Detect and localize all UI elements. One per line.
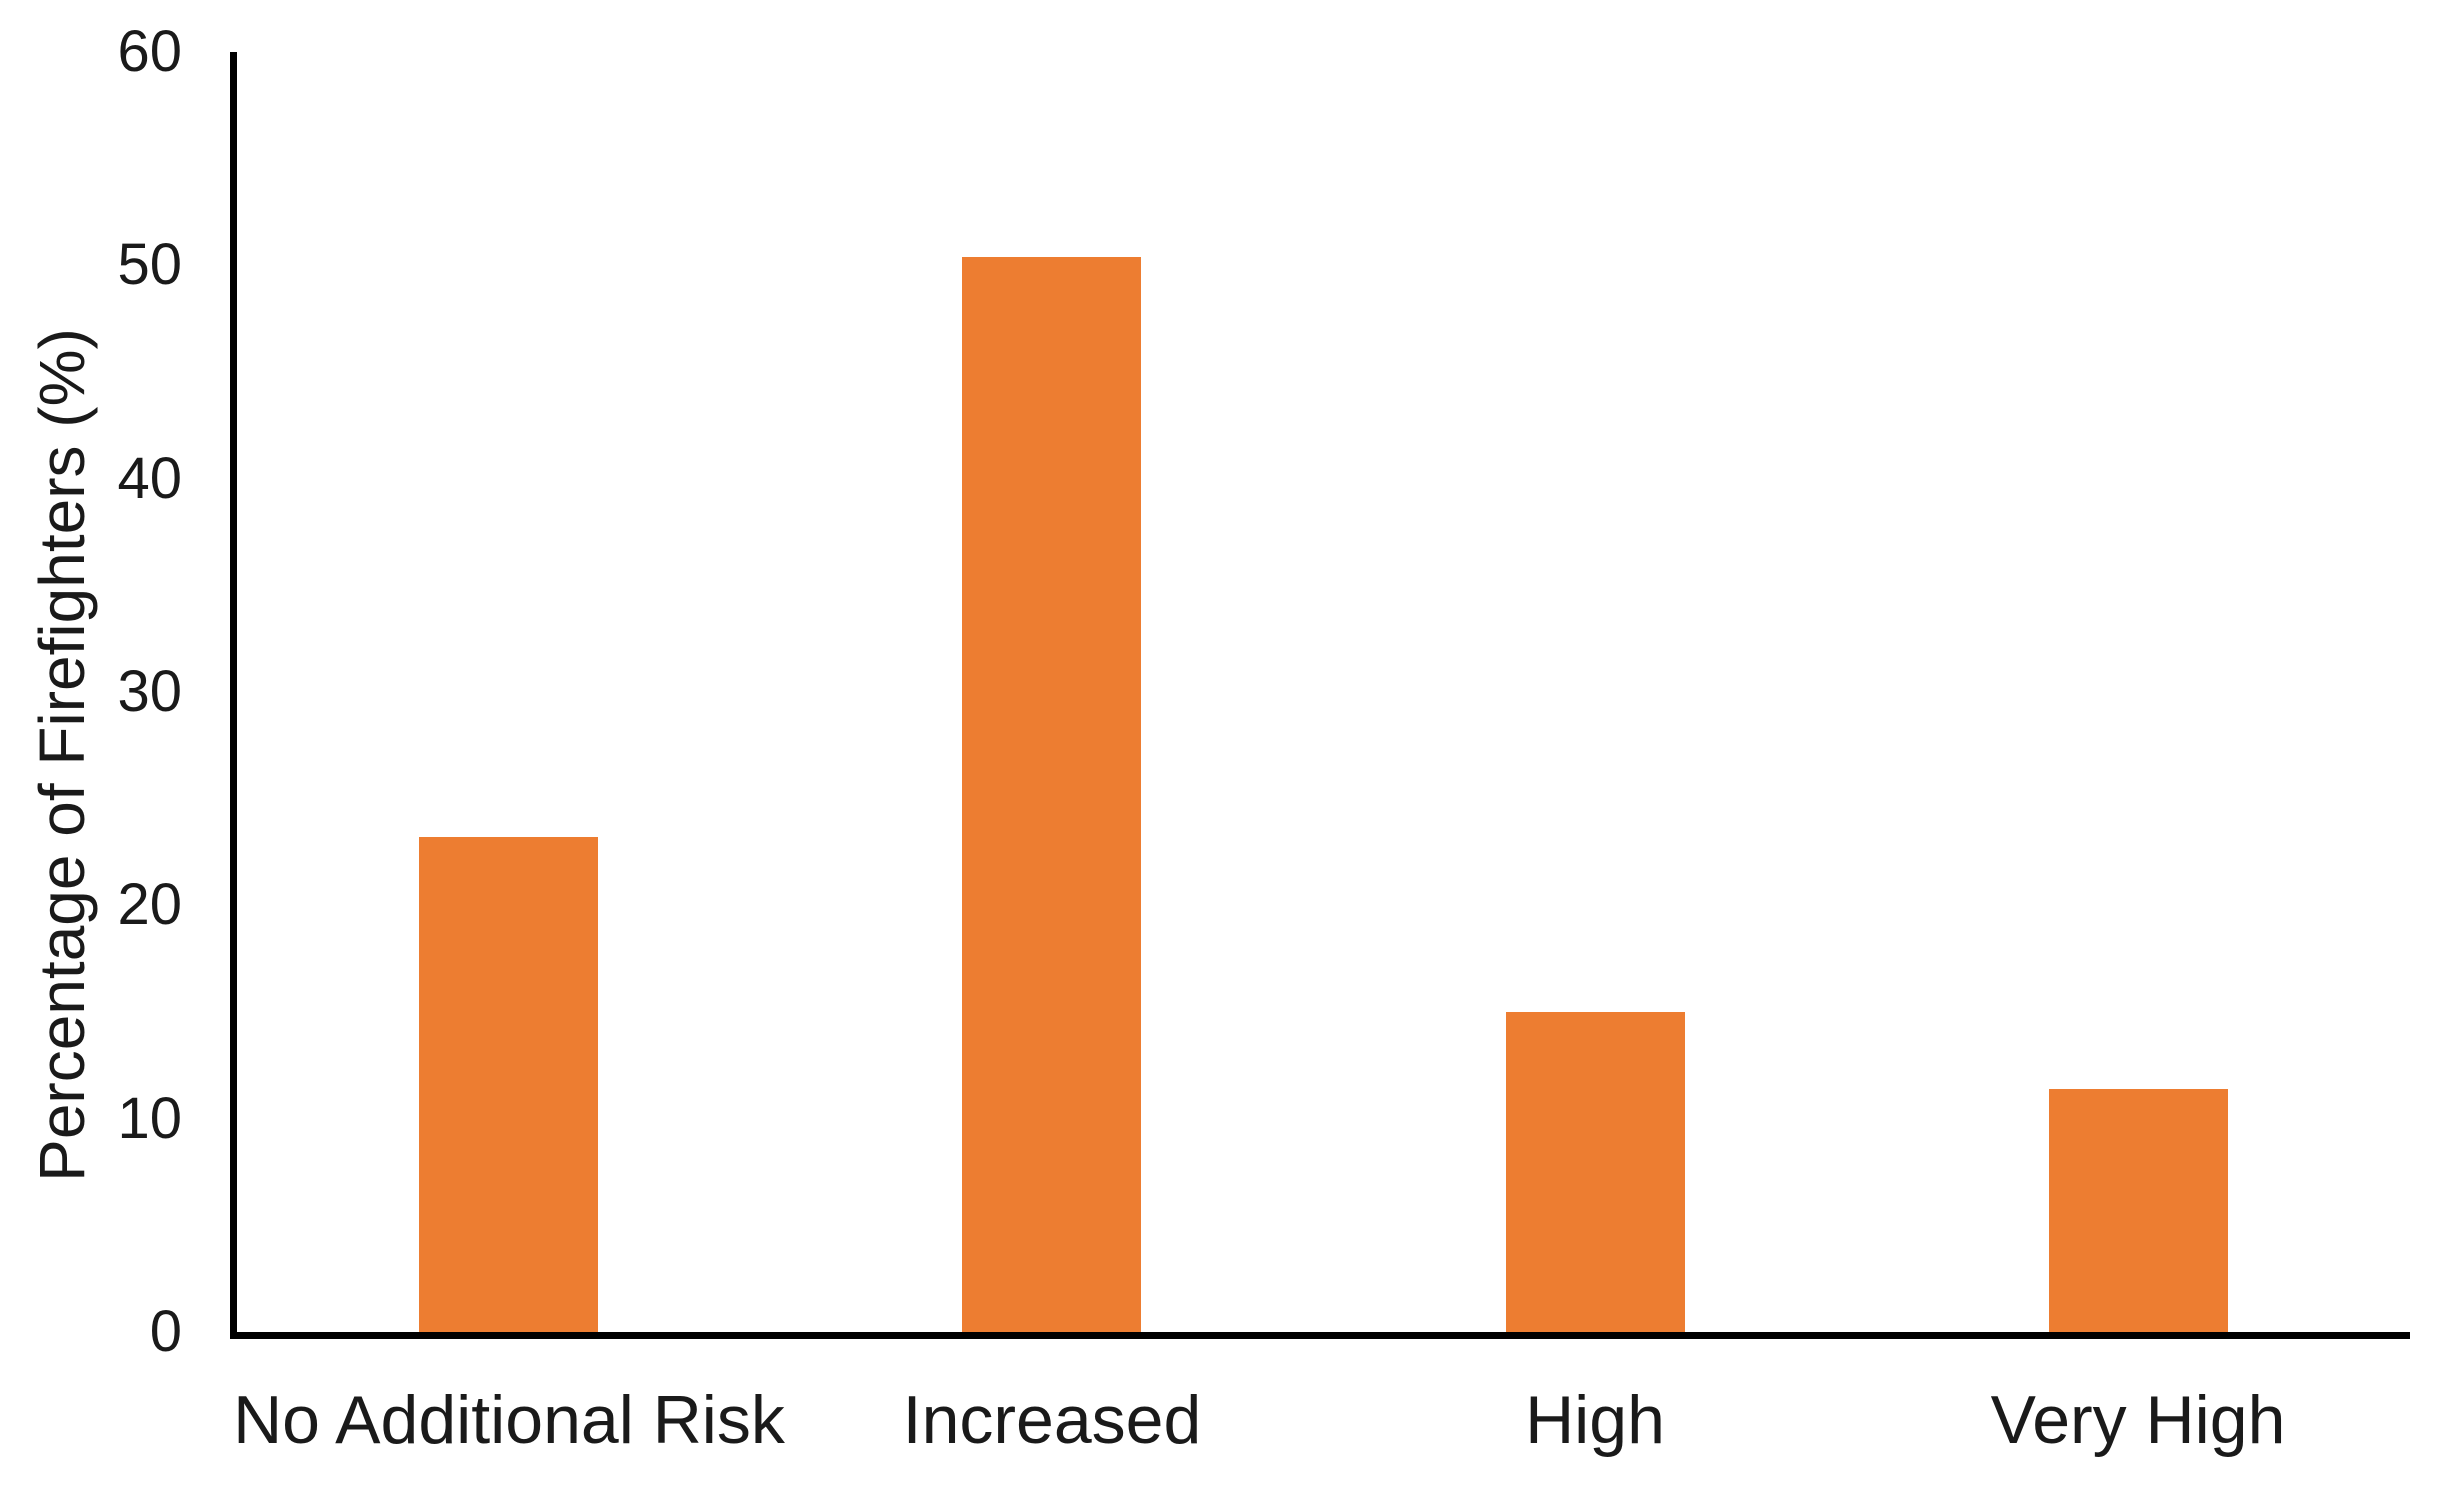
y-tick-label-10: 10 xyxy=(117,1086,182,1151)
y-tick-label-40: 40 xyxy=(117,446,182,511)
bar-no-additional-risk xyxy=(419,837,598,1332)
x-category-label-no-additional-risk: No Additional Risk xyxy=(233,1382,785,1458)
y-tick-label-20: 20 xyxy=(117,872,182,937)
x-category-label-increased: Increased xyxy=(902,1382,1202,1458)
bar-high xyxy=(1506,1012,1685,1332)
x-category-label-very-high: Very High xyxy=(1990,1382,2286,1458)
y-tick-label-0: 0 xyxy=(149,1299,182,1364)
plot-area xyxy=(230,52,2410,1339)
bar-very-high xyxy=(2049,1089,2228,1332)
y-tick-label-50: 50 xyxy=(117,232,182,297)
bar-increased xyxy=(962,257,1141,1332)
y-tick-label-60: 60 xyxy=(117,19,182,84)
x-category-label-high: High xyxy=(1525,1382,1665,1458)
y-tick-label-30: 30 xyxy=(117,659,182,724)
